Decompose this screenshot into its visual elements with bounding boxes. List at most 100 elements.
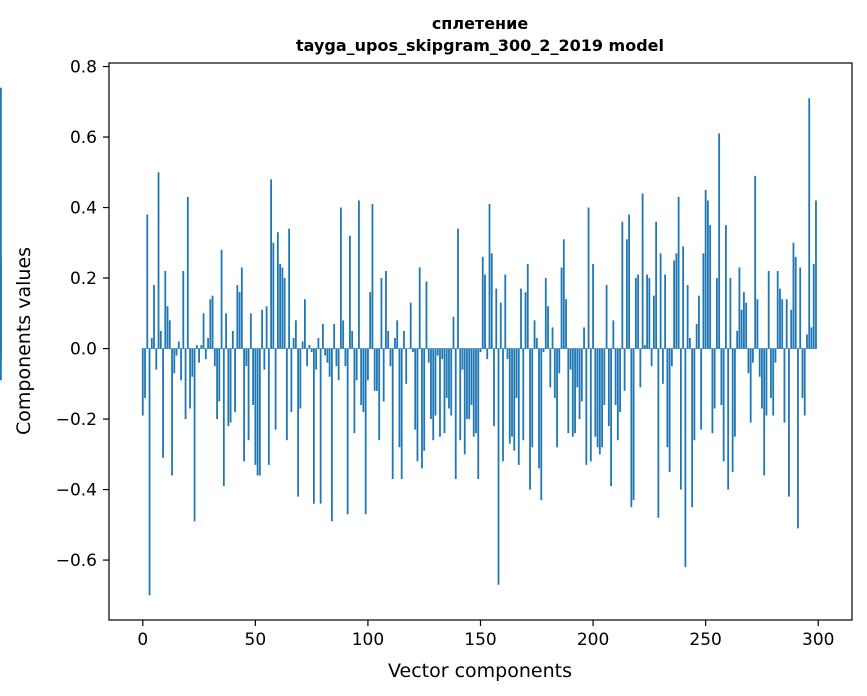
bar-4 [150, 337, 153, 349]
bar-281 [774, 348, 777, 363]
bar-141 [459, 348, 462, 441]
bar-251 [707, 200, 709, 349]
bar-123 [418, 267, 421, 349]
bar-145 [468, 348, 471, 420]
x-tick-label: 0 [137, 630, 148, 650]
bar-247 [698, 295, 700, 349]
bar-215 [625, 239, 628, 349]
bar-106 [380, 278, 383, 349]
bar-211 [616, 348, 619, 441]
bar-68 [294, 320, 297, 349]
x-tick-label: 100 [352, 630, 384, 650]
bar-64 [285, 348, 288, 441]
bar-26 [200, 345, 203, 349]
bar-192 [574, 348, 576, 434]
bar-134 [443, 348, 446, 434]
bar-206 [605, 285, 608, 349]
bar-262 [731, 348, 734, 472]
bar-55 [265, 306, 268, 349]
bar-267 [743, 292, 745, 349]
bar-235 [670, 348, 673, 367]
x-axis: 0 50 100 150 200 250 300 [137, 620, 834, 650]
bar-94 [353, 348, 356, 434]
bar-3 [148, 348, 151, 596]
bar-256 [718, 133, 721, 349]
y-tick-label: −0.6 [56, 551, 97, 571]
bar-294 [803, 348, 806, 416]
bar-66 [290, 348, 293, 413]
bar-263 [734, 348, 736, 437]
bar-161 [504, 274, 507, 349]
bar-248 [700, 348, 703, 430]
bar-104 [376, 348, 378, 391]
bar-128 [430, 348, 432, 420]
y-tick-label: 0.0 [70, 340, 97, 360]
bar-225 [648, 278, 651, 349]
bar-179 [544, 278, 547, 349]
bar-76 [312, 348, 315, 504]
bar-285 [783, 348, 786, 423]
bar-246 [695, 323, 698, 349]
bar-117 [405, 348, 408, 384]
bar-151 [481, 256, 484, 349]
bar-50 [254, 348, 257, 465]
bar-194 [578, 348, 581, 420]
bar-244 [691, 348, 694, 508]
bar-73 [306, 348, 309, 367]
bar-289 [792, 242, 795, 349]
bar-53 [261, 309, 263, 349]
bar-272 [754, 175, 757, 349]
bar-19 [184, 348, 187, 420]
y-tick-label: −0.2 [56, 410, 97, 430]
bar-36 [222, 348, 225, 487]
bar-15 [175, 348, 178, 356]
bar-230 [659, 253, 662, 349]
bar-233 [666, 348, 669, 448]
bar-79 [319, 348, 322, 504]
bar-22 [191, 348, 194, 377]
y-tick-label: 0.6 [70, 128, 97, 148]
bar-103 [373, 348, 376, 391]
bar-170 [524, 292, 527, 349]
bar-265 [738, 267, 741, 349]
bar-75 [310, 348, 313, 353]
bar-57 [270, 179, 273, 349]
bar-191 [571, 348, 574, 437]
bar-245 [693, 348, 696, 441]
bar-63 [283, 278, 286, 349]
bar-204 [601, 348, 603, 448]
bar-119 [409, 302, 412, 349]
bar-229 [657, 348, 660, 518]
bar-107 [382, 348, 385, 402]
bar-32 [213, 348, 216, 367]
bars-group [0, 87, 817, 596]
bar-298 [812, 263, 815, 349]
bar-197 [585, 348, 588, 465]
bar-122 [416, 348, 419, 462]
bar-154 [488, 204, 491, 349]
bar-271 [752, 348, 754, 363]
bar-148 [475, 348, 477, 434]
bar-238 [677, 196, 680, 349]
bar-274 [758, 348, 761, 377]
bar-261 [729, 278, 732, 349]
bar-37 [225, 313, 227, 349]
bar-176 [538, 348, 540, 469]
bar-49 [252, 348, 254, 405]
bar-17 [180, 348, 182, 381]
bar-95 [355, 348, 358, 381]
bar-184 [556, 348, 558, 448]
bar-258 [722, 348, 725, 462]
bar-42 [236, 285, 239, 349]
bar-270 [749, 348, 752, 423]
bar-178 [542, 348, 545, 353]
bar-266 [740, 309, 743, 349]
bar-276 [763, 348, 766, 476]
bar-9 [162, 348, 164, 458]
bar-187 [562, 239, 565, 349]
bar-159 [499, 302, 502, 349]
bar-43 [238, 292, 241, 349]
bar-208 [610, 348, 612, 487]
bar-78 [317, 337, 320, 349]
